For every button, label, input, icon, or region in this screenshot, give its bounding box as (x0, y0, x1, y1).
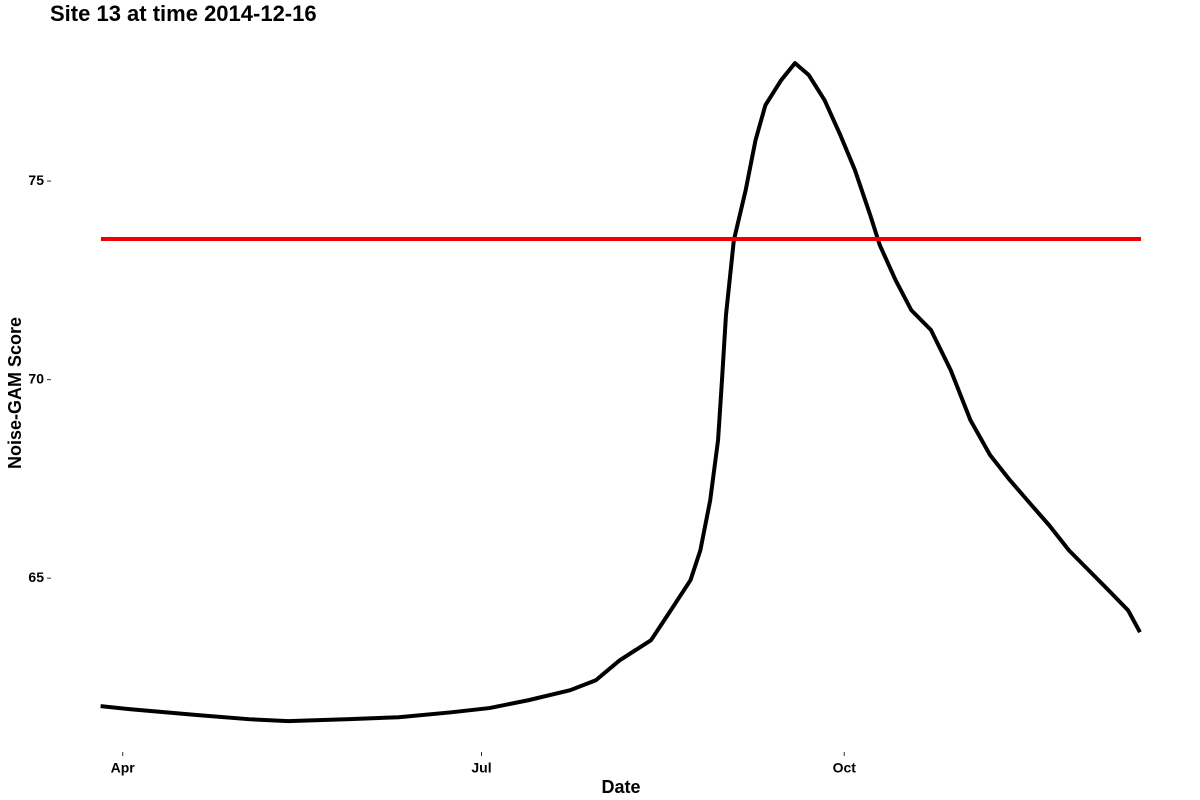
x-tick-label: Oct (833, 760, 857, 776)
y-tick-label: 75 (28, 172, 44, 188)
data-line (100, 61, 1142, 724)
y-axis-label: Noise-GAM Score (5, 317, 25, 469)
chart-title: Site 13 at time 2014-12-16 (50, 1, 317, 26)
x-axis-label: Date (601, 777, 640, 797)
x-tick-label: Apr (111, 760, 136, 776)
y-tick-label: 70 (28, 370, 44, 386)
y-tick-label: 65 (28, 569, 44, 585)
x-tick-label: Jul (471, 760, 491, 776)
